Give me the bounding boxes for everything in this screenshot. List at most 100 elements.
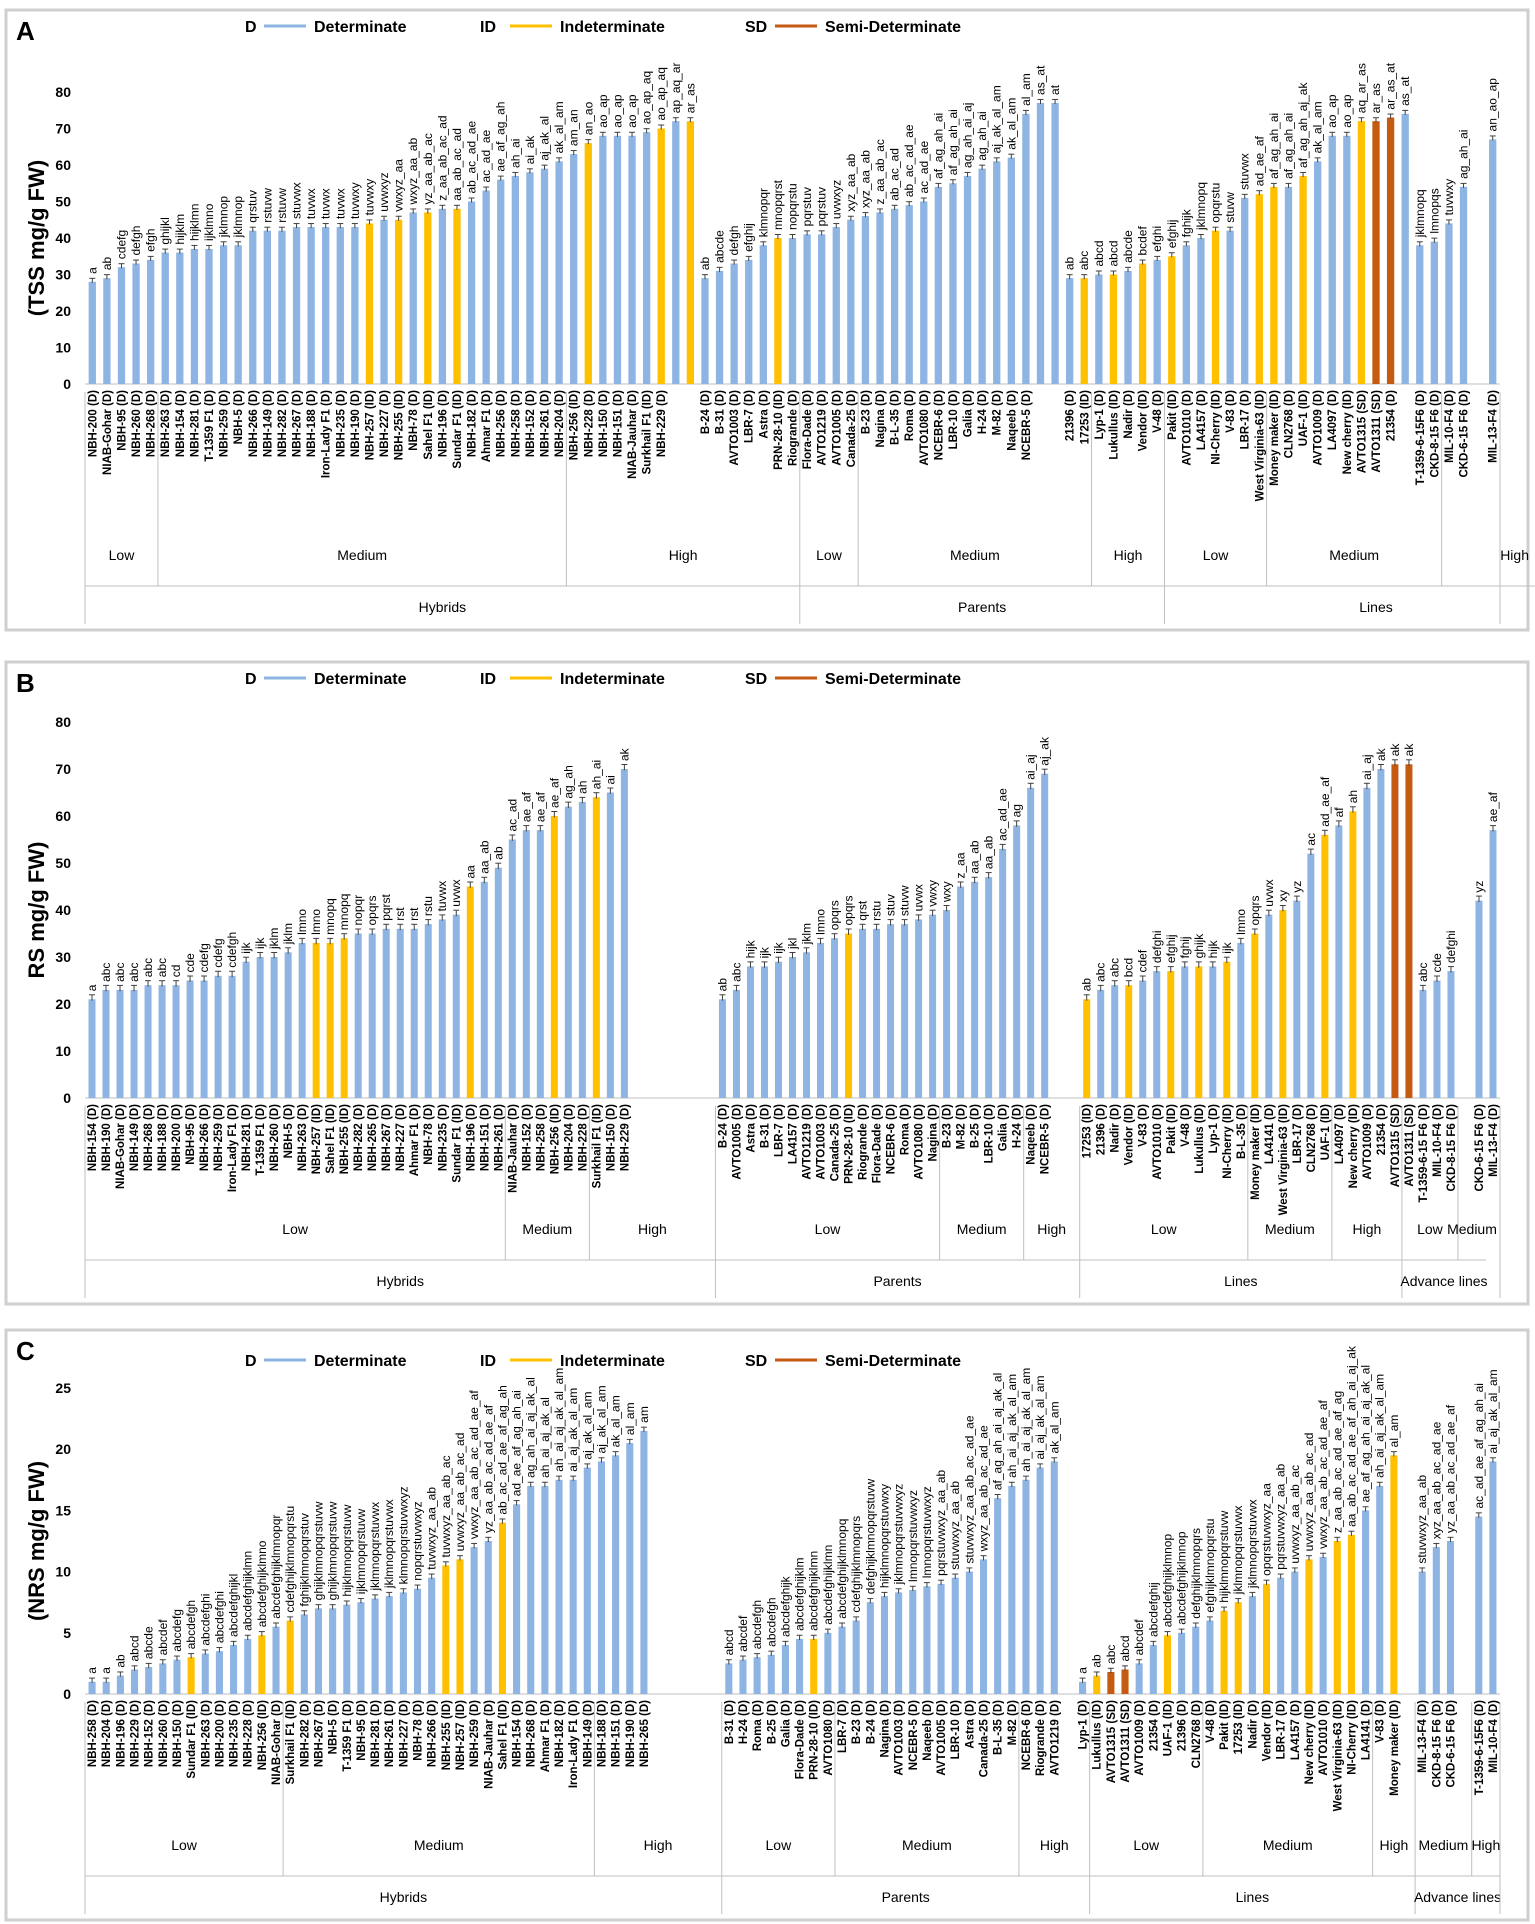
significance-letters: tuvwxy <box>362 179 376 216</box>
bar <box>810 1638 818 1694</box>
x-tick-label: 21354 (D) <box>1386 390 1398 441</box>
significance-letters: cdefg <box>114 230 128 259</box>
significance-letters: opqrs <box>842 895 856 925</box>
legend-label: Indeterminate <box>560 19 665 36</box>
bar <box>1277 1577 1285 1694</box>
x-tick-label: AVTO1080 (D) <box>823 1700 835 1776</box>
bar <box>205 248 213 384</box>
x-tick-label: NBH-204 (D) <box>554 390 566 457</box>
significance-letters: jklmnopqrstuvwx <box>1231 1505 1245 1595</box>
bar <box>732 989 740 1098</box>
significance-letters: qrstuv <box>246 190 260 223</box>
significance-letters: abcdefghijkl <box>227 1574 241 1637</box>
x-tick-label: NBH-150 (D) <box>598 390 610 457</box>
significance-letters: ab <box>491 846 505 860</box>
x-tick-label: LBR-17 (D) <box>1276 1700 1288 1760</box>
significance-letters: abc <box>1104 1645 1118 1664</box>
bar <box>270 957 278 1098</box>
significance-letters: af_ag_ah_aj_ak <box>1296 82 1310 168</box>
significance-letters: uvwxyz_aa_ab_ac <box>1288 1465 1302 1564</box>
significance-letters: efghij <box>742 223 756 252</box>
bar <box>965 1571 973 1694</box>
subgroup-label: High <box>1500 547 1529 563</box>
bar <box>298 942 306 1098</box>
significance-letters: efghij <box>1164 934 1178 963</box>
significance-letters: vwxy <box>926 880 940 907</box>
x-tick-label: NBH-227 (D) <box>379 390 391 457</box>
bar <box>453 208 461 384</box>
bar <box>920 201 928 384</box>
x-tick-label: NBH-235 (D) <box>229 1700 241 1767</box>
x-tick-label: CKD-8-15 F6 (D) <box>1431 1700 1443 1788</box>
significance-letters: ak_al_am <box>552 101 566 153</box>
group-label: Parents <box>873 1273 921 1289</box>
bar <box>818 234 826 384</box>
bar <box>788 957 797 1098</box>
subgroup-label: Low <box>1151 1221 1178 1237</box>
x-tick-label: AVTO1315 (SD) <box>1106 1700 1118 1783</box>
significance-letters: ag_ah_ai <box>1457 130 1471 179</box>
significance-letters: rst <box>393 907 407 921</box>
bar <box>1192 1626 1200 1694</box>
significance-letters: z_aa_ab_ac_ad_ae_af_ag <box>1330 1391 1344 1533</box>
bar <box>796 1638 804 1694</box>
x-tick-label: B-24 (D) <box>865 1700 877 1744</box>
x-tick-label: Surkhail F1 (ID) <box>285 1700 297 1785</box>
bar <box>937 1583 945 1694</box>
significance-letters: stuvwx <box>1238 153 1252 190</box>
legend-abbr: D <box>245 671 257 688</box>
bar <box>1135 1663 1143 1694</box>
x-tick-label: NBH-200 (D) <box>171 1104 183 1171</box>
bar <box>715 270 724 384</box>
x-tick-label: LBR-7 (D) <box>773 1104 785 1157</box>
significance-letters: abcdefghijklmnop <box>1160 1534 1174 1628</box>
x-tick-label: UAF-1 (ID) <box>1320 1104 1332 1160</box>
significance-letters: abcdefgh <box>750 1600 764 1649</box>
x-tick-label: AVTO1219 (D) <box>802 1104 814 1180</box>
x-tick-label: West Virginia-63 (ID) <box>1254 390 1266 502</box>
bar <box>909 1589 917 1694</box>
significance-letters: aj_ak <box>1038 736 1052 766</box>
bar <box>1475 900 1483 1098</box>
bar <box>312 942 320 1098</box>
bar <box>1139 980 1147 1098</box>
bar <box>1027 787 1035 1098</box>
subgroup-label: High <box>1114 547 1143 563</box>
x-tick-label: Flora-Dade (D) <box>872 1104 884 1183</box>
x-tick-label: NIAB-Gohar (D) <box>115 1104 127 1189</box>
significance-letters: ab <box>1063 256 1077 270</box>
bar <box>923 1586 931 1694</box>
x-tick-label: MIL-10-F4 (D) <box>1488 1700 1500 1773</box>
group-label: Hybrids <box>380 1889 427 1905</box>
bar <box>329 1608 337 1694</box>
significance-letters: hijklmnopqrstuvw <box>1217 1510 1231 1602</box>
y-tick-label: 40 <box>55 902 71 918</box>
significance-letters: abcdefghijklmnopqr <box>269 1515 283 1619</box>
bar <box>1293 900 1301 1098</box>
x-tick-label: NBH-95 (D) <box>356 1700 368 1761</box>
significance-letters: ab <box>1080 978 1094 992</box>
bar <box>1372 121 1380 384</box>
bar <box>540 168 549 384</box>
x-tick-label: West Virginia-63 (ID) <box>1278 1104 1290 1216</box>
bar <box>994 1498 1002 1694</box>
significance-letters: tuvwxyz_aa_ab_ac <box>439 1455 453 1557</box>
bar <box>1386 117 1395 385</box>
x-tick-label: NBH-149 (D) <box>582 1700 594 1767</box>
legend-label: Semi-Determinate <box>825 671 961 688</box>
significance-letters: lmnopqs <box>1427 188 1441 233</box>
y-tick-label: 50 <box>55 855 71 871</box>
x-tick-label: NBH-182 (D) <box>554 1700 566 1767</box>
y-tick-label: 5 <box>63 1625 71 1641</box>
significance-letters: stuvwxyz_aa_ab <box>1415 1475 1429 1564</box>
significance-letters: cdef <box>1136 949 1150 972</box>
significance-letters: defgh <box>727 226 741 256</box>
significance-letters: tuvwxyz_aa_ab <box>425 1487 439 1570</box>
significance-letters: ad_ae_af <box>1252 135 1266 186</box>
x-tick-label: Ahmar F1 (D) <box>409 1104 421 1176</box>
x-tick-label: AVTO1010 (D) <box>1181 390 1193 466</box>
significance-letters: ai_aj_ak_al_am <box>1033 1375 1047 1459</box>
bar <box>410 928 418 1098</box>
significance-letters: aj_ak_al_am <box>580 1392 594 1460</box>
x-tick-label: CKD-6-15 F6 (D) <box>1474 1104 1486 1192</box>
